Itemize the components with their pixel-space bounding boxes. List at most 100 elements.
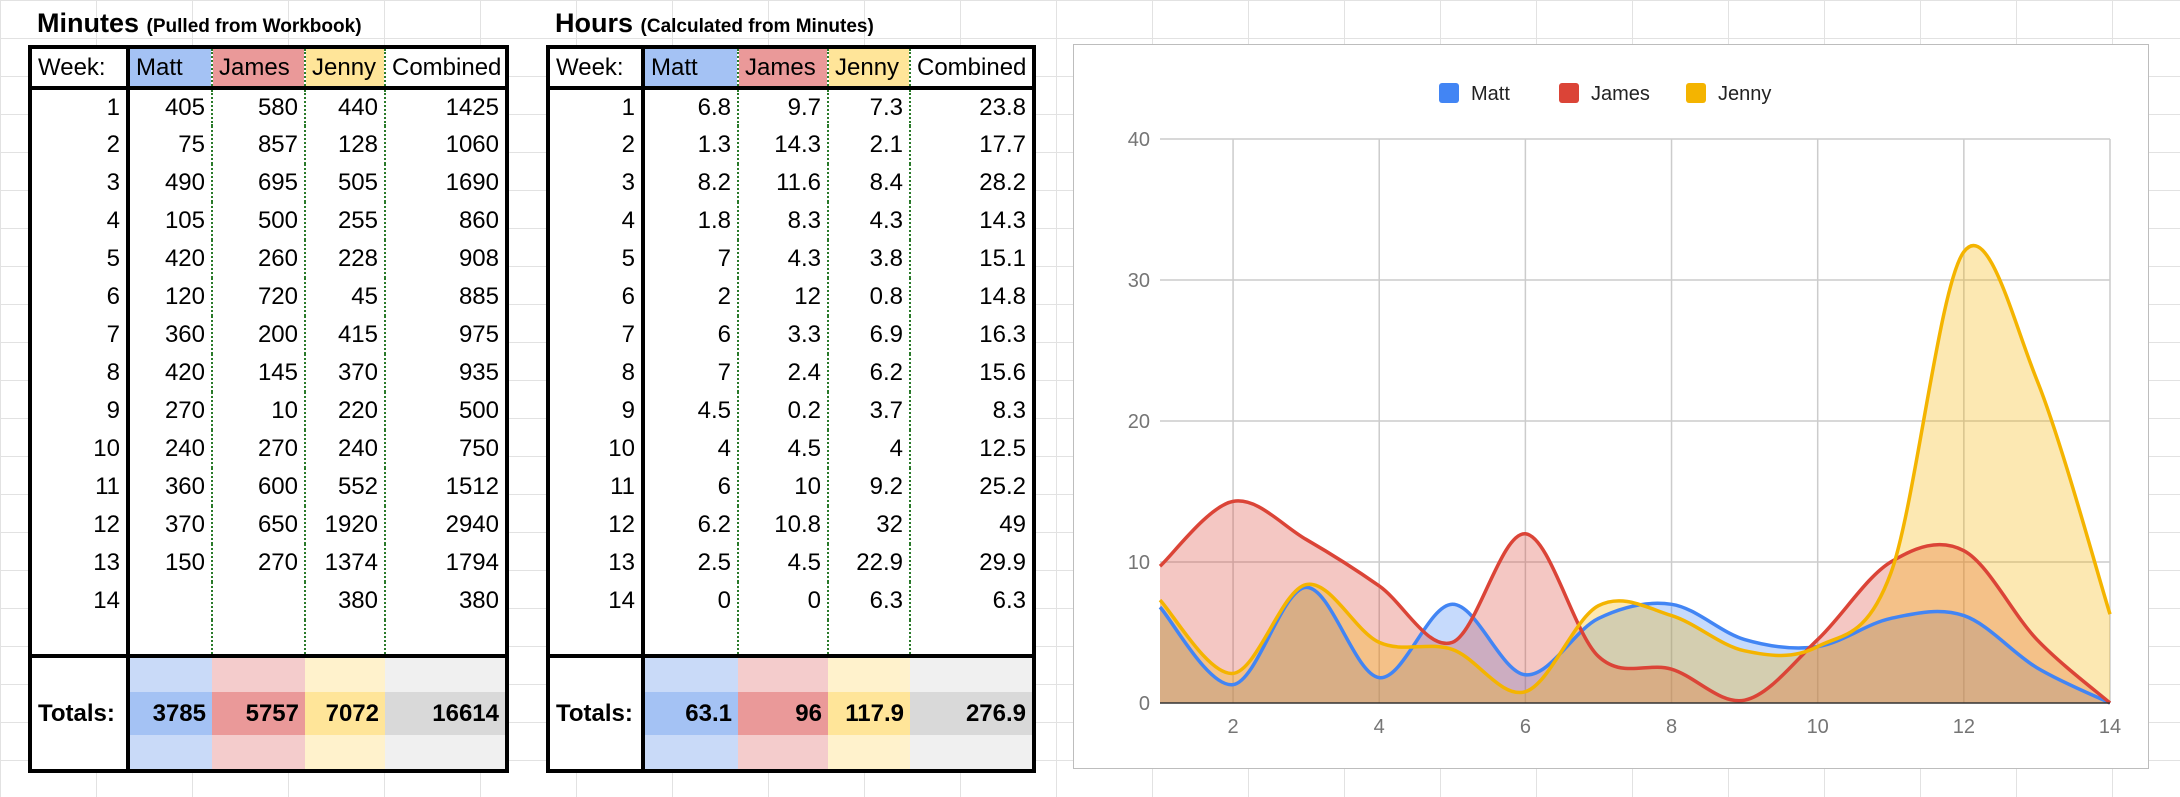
cell-james[interactable]: 650 [212,506,306,544]
cell-matt[interactable]: 8.2 [643,164,739,202]
cell-week[interactable]: 7 [30,316,130,354]
header-week[interactable]: Week: [548,47,645,90]
cell-jenny[interactable]: 1920 [305,506,386,544]
cell-combined[interactable]: 49 [999,511,1026,538]
cell-empty[interactable] [128,654,212,692]
header-combined[interactable]: Combined [385,47,507,90]
cell-jenny[interactable]: 6.9 [828,316,911,354]
cell-matt[interactable]: 1.8 [643,202,739,240]
cell-empty[interactable] [738,620,829,656]
cell-matt[interactable]: 120 [128,278,213,316]
total-james[interactable]: 5757 [212,692,305,735]
cell-matt[interactable]: 490 [128,164,213,202]
cell-matt[interactable]: 360 [128,316,213,354]
cell-empty[interactable] [128,620,213,656]
header-matt[interactable]: Matt [643,47,739,90]
cell-jenny[interactable]: 370 [305,354,386,392]
cell-empty[interactable] [828,735,910,771]
header-jenny[interactable]: Jenny [305,47,386,90]
cell-combined[interactable]: 860 [458,207,499,234]
cell-jenny[interactable]: 6.3 [828,582,911,620]
cell-james[interactable]: 200 [212,316,306,354]
cell-week[interactable]: 9 [30,392,130,430]
cell-matt[interactable]: 150 [128,544,213,582]
cell-empty[interactable] [548,654,645,692]
cell-combined[interactable]: 16.3 [979,321,1026,348]
cell-empty[interactable] [548,735,645,771]
cell-week[interactable]: 4 [548,202,645,240]
cell-week[interactable]: 11 [548,468,645,506]
cell-james[interactable]: 270 [212,544,306,582]
cell-week[interactable]: 10 [30,430,130,468]
cell-combined[interactable]: 29.9 [979,549,1026,576]
hours-area-chart[interactable]: 0 10 20 30 40 2 4 6 8 10 12 14 Matt James Jenny [1073,44,2149,769]
cell-empty[interactable] [385,735,507,771]
cell-week[interactable]: 9 [548,392,645,430]
cell-combined[interactable]: 1060 [445,131,499,158]
cell-empty[interactable] [128,735,212,771]
cell-jenny[interactable]: 128 [305,126,386,164]
cell-week[interactable]: 2 [548,126,645,164]
total-combined[interactable]: 16614 [385,692,507,735]
cell-empty[interactable] [385,620,507,656]
cell-matt[interactable]: 105 [128,202,213,240]
cell-matt[interactable]: 420 [128,354,213,392]
cell-jenny[interactable]: 552 [305,468,386,506]
cell-james[interactable]: 600 [212,468,306,506]
cell-jenny[interactable]: 22.9 [828,544,911,582]
cell-jenny[interactable]: 45 [305,278,386,316]
cell-james[interactable]: 11.6 [738,164,829,202]
cell-week[interactable]: 10 [548,430,645,468]
cell-combined[interactable]: 15.6 [979,359,1026,386]
cell-jenny[interactable]: 9.2 [828,468,911,506]
cell-james[interactable]: 500 [212,202,306,240]
cell-combined[interactable]: 2940 [445,511,499,538]
cell-combined[interactable]: 14.8 [979,283,1026,310]
header-combined[interactable]: Combined [910,47,1034,90]
cell-jenny[interactable]: 7.3 [828,88,911,126]
cell-week[interactable]: 4 [30,202,130,240]
cell-matt[interactable]: 6 [643,468,739,506]
cell-jenny[interactable]: 0.8 [828,278,911,316]
cell-jenny[interactable]: 240 [305,430,386,468]
cell-combined[interactable]: 935 [458,359,499,386]
total-matt[interactable]: 3785 [128,692,212,735]
cell-empty[interactable] [305,620,386,656]
cell-jenny[interactable]: 4 [828,430,911,468]
cell-matt[interactable]: 6 [643,316,739,354]
cell-week[interactable]: 3 [548,164,645,202]
cell-james[interactable]: 145 [212,354,306,392]
cell-jenny[interactable]: 220 [305,392,386,430]
cell-empty[interactable] [643,735,738,771]
total-jenny[interactable]: 7072 [305,692,385,735]
cell-combined[interactable]: 975 [458,321,499,348]
cell-matt[interactable] [128,582,213,620]
cell-matt[interactable]: 240 [128,430,213,468]
cell-combined[interactable]: 8.3 [992,397,1026,424]
cell-empty[interactable] [548,620,645,656]
cell-matt[interactable]: 4.5 [643,392,739,430]
cell-jenny[interactable]: 415 [305,316,386,354]
header-week[interactable]: Week: [30,47,130,90]
cell-empty[interactable] [910,654,1034,692]
cell-empty[interactable] [738,654,828,692]
cell-combined[interactable]: 15.1 [979,245,1026,272]
cell-week[interactable]: 14 [30,582,130,620]
cell-week[interactable]: 1 [548,88,645,126]
cell-james[interactable]: 857 [212,126,306,164]
cell-james[interactable]: 8.3 [738,202,829,240]
cell-week[interactable]: 5 [30,240,130,278]
cell-james[interactable]: 4.3 [738,240,829,278]
cell-jenny[interactable]: 255 [305,202,386,240]
cell-matt[interactable]: 2.5 [643,544,739,582]
cell-combined[interactable]: 1512 [445,473,499,500]
cell-empty[interactable] [643,654,738,692]
cell-empty[interactable] [212,735,305,771]
cell-week[interactable]: 2 [30,126,130,164]
cell-week[interactable]: 3 [30,164,130,202]
cell-matt[interactable]: 6.8 [643,88,739,126]
cell-matt[interactable]: 420 [128,240,213,278]
header-james[interactable]: James [738,47,829,90]
cell-combined[interactable]: 885 [458,283,499,310]
total-james[interactable]: 96 [738,692,828,735]
